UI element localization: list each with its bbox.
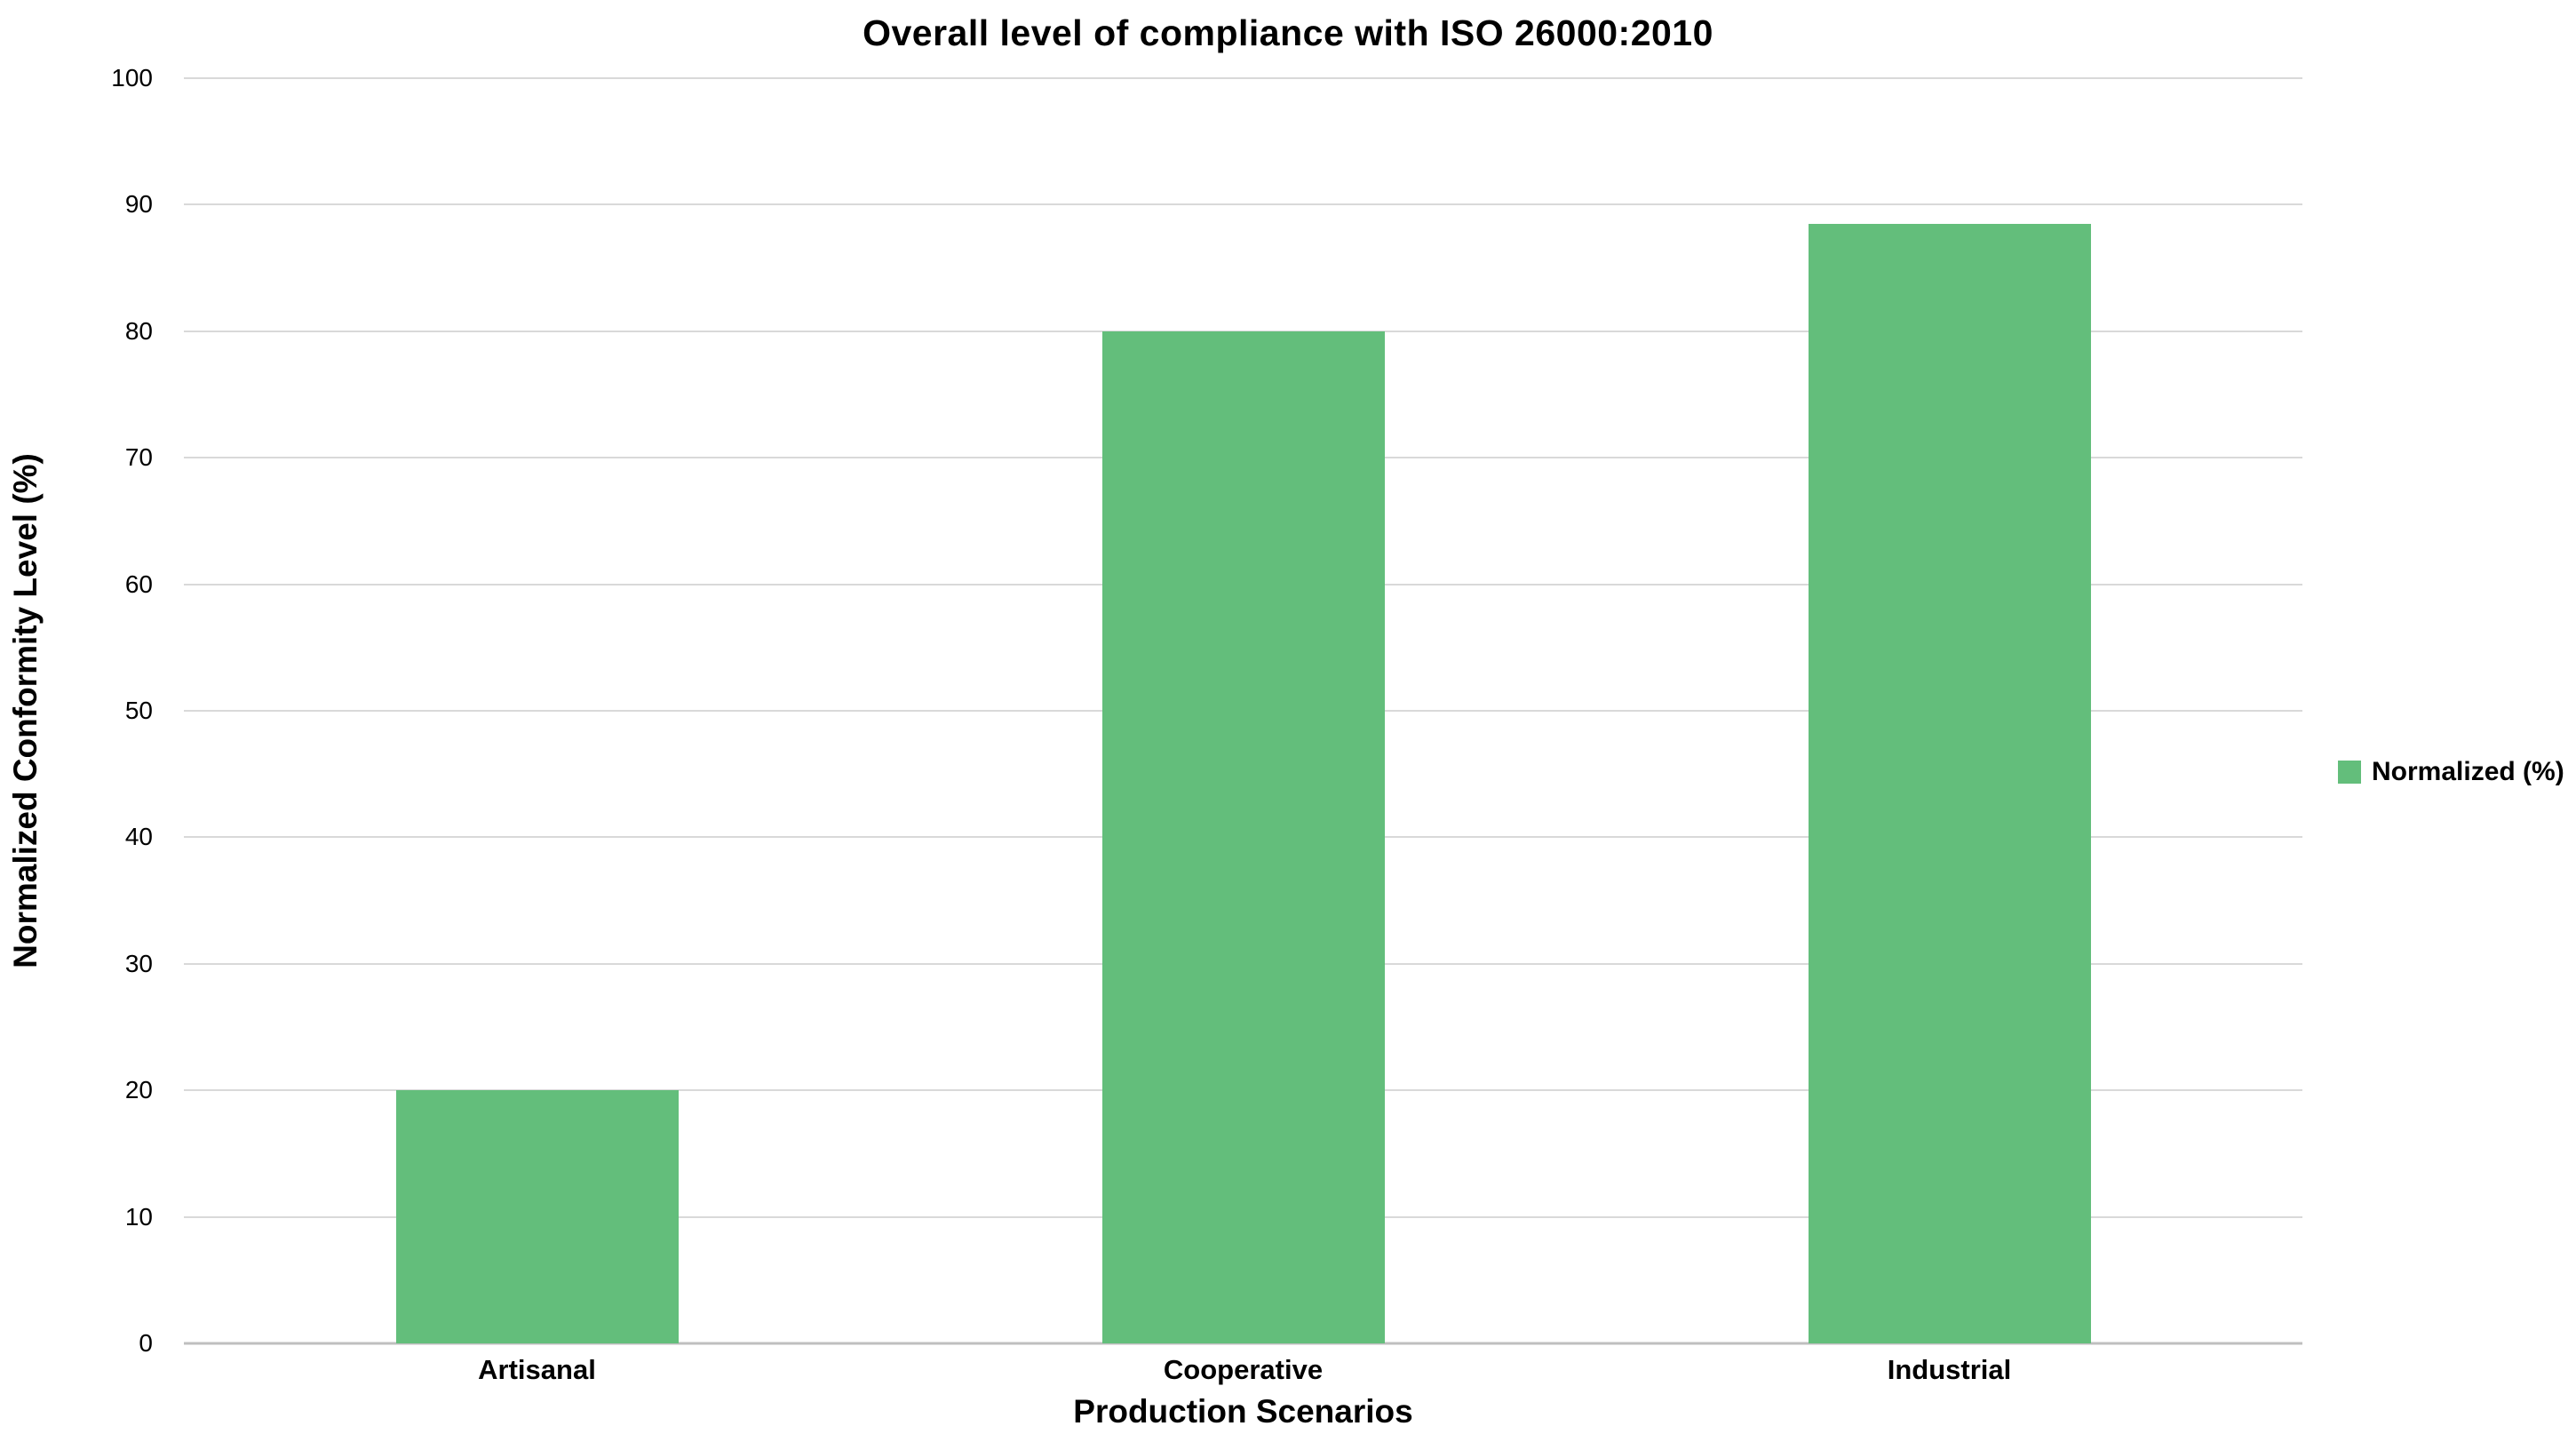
legend-label: Normalized (%)	[2372, 757, 2564, 786]
y-tick-label: 40	[124, 823, 153, 851]
gridline	[184, 77, 2302, 79]
x-category-label: Cooperative	[1163, 1354, 1324, 1385]
legend: Normalized (%)	[2338, 757, 2564, 787]
y-tick-labels: 0 10 20 30 40 50 60 70 80 90 100	[0, 66, 167, 1356]
y-tick-label: 80	[124, 316, 153, 345]
y-tick-label: 30	[124, 949, 153, 977]
bar-cooperative	[1101, 331, 1385, 1343]
x-category-label: Artisanal	[478, 1354, 596, 1385]
y-tick-label: 50	[124, 697, 153, 724]
bar-slot	[1596, 78, 2302, 1343]
x-axis-title: Production Scenarios	[1073, 1393, 1413, 1430]
chart-title: Overall level of compliance with ISO 260…	[863, 12, 1713, 53]
x-category-labels: Artisanal Cooperative Industrial	[184, 1354, 2302, 1386]
plot-area	[184, 77, 2302, 1345]
gridline	[184, 203, 2302, 206]
bars	[184, 78, 2302, 1343]
bar-industrial	[1808, 223, 2091, 1343]
legend-swatch-icon	[2338, 761, 2361, 784]
y-tick-label: 70	[124, 443, 153, 472]
y-tick-label: 0	[139, 1329, 153, 1357]
bar-artisanal	[395, 1090, 679, 1343]
bar-slot	[890, 78, 1596, 1343]
y-tick-label: 20	[124, 1076, 153, 1104]
y-tick-label: 10	[124, 1202, 153, 1231]
y-tick-label: 60	[124, 570, 153, 598]
bar-slot	[184, 78, 890, 1343]
x-axis-line	[184, 1342, 2302, 1345]
x-category-label: Industrial	[1887, 1354, 2012, 1385]
y-tick-label: 90	[124, 190, 153, 219]
y-tick-label: 100	[111, 64, 153, 92]
